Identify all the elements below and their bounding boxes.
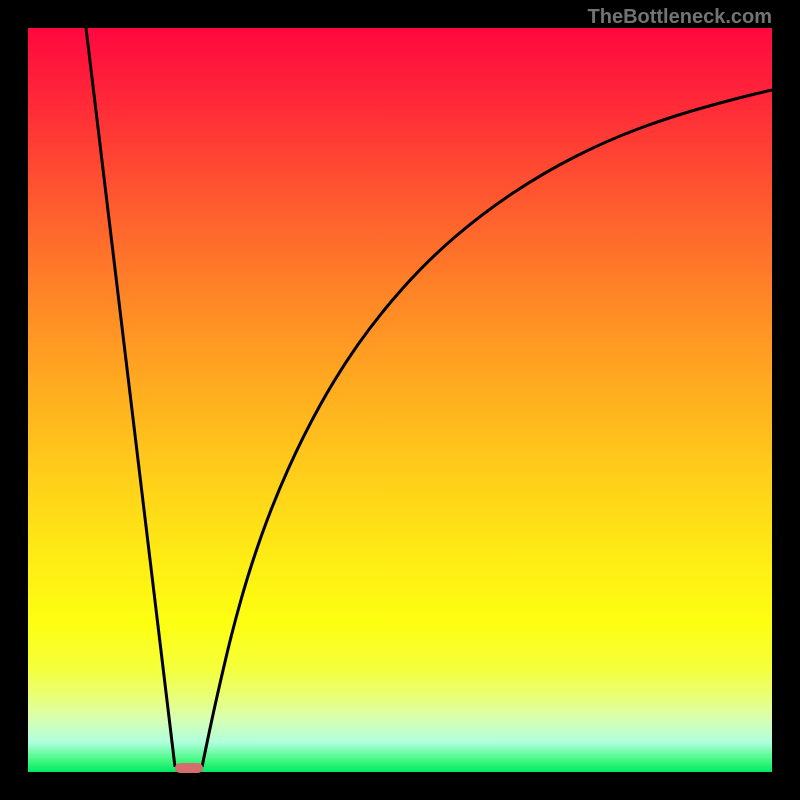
chart-area xyxy=(28,28,772,772)
watermark-text: TheBottleneck.com xyxy=(588,6,772,29)
bottleneck-curve xyxy=(28,28,772,772)
optimum-marker xyxy=(175,763,203,773)
